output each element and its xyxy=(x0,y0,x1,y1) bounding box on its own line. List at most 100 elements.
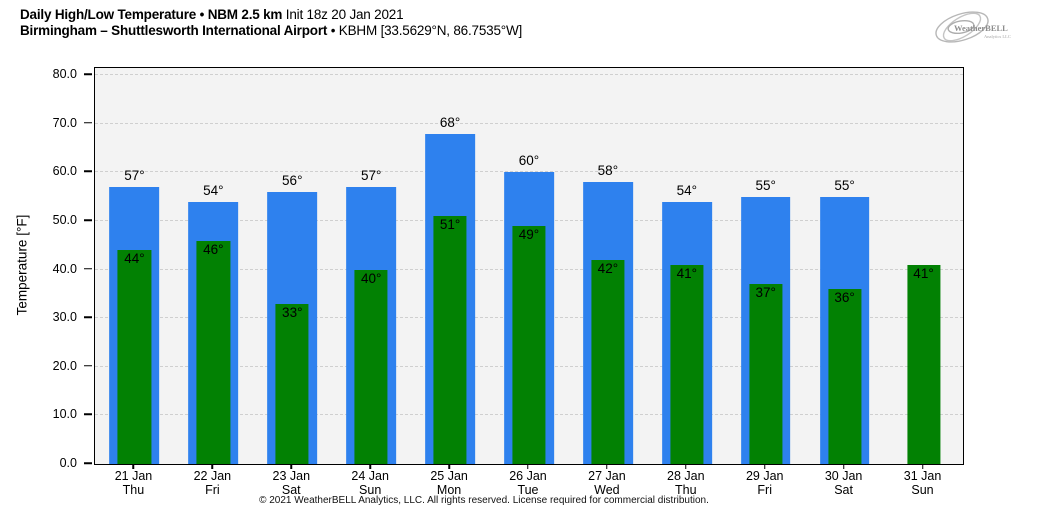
gridline xyxy=(95,74,963,76)
x-tick-weekday: Thu xyxy=(122,483,145,497)
day-column: 57° 40° xyxy=(332,68,411,464)
low-value-label: 49° xyxy=(518,226,540,242)
x-tick-mark xyxy=(763,463,766,469)
bar-low: 44° xyxy=(117,250,152,464)
low-value-label: 41° xyxy=(676,265,698,281)
y-tick-mark xyxy=(84,73,92,76)
x-tick-label: 29 Jan Fri xyxy=(725,463,804,497)
high-value-label: 56° xyxy=(282,172,303,188)
logo-swirl-icon xyxy=(935,11,989,43)
chart-subtitle-station: • KBHM [33.5629°N, 86.7535°W] xyxy=(330,23,523,38)
bar-low: 49° xyxy=(512,225,546,464)
x-tick-date: 25 Jan xyxy=(430,469,468,483)
x-tick-weekday: Fri xyxy=(205,483,220,497)
x-tick-weekday: Tue xyxy=(517,483,539,497)
low-value-label: 44° xyxy=(124,251,145,267)
day-column: 55° 36° xyxy=(805,68,884,464)
day-column: 55° 37° xyxy=(726,68,805,464)
bar-low: 40° xyxy=(354,269,388,464)
x-tick-mark xyxy=(685,463,687,469)
low-value-label: 40° xyxy=(360,270,382,286)
x-tick-label: 27 Jan Wed xyxy=(567,463,646,497)
low-value-label: 42° xyxy=(597,260,619,276)
chart-header: Daily High/Low Temperature • NBM 2.5 km … xyxy=(20,7,522,39)
x-tick-label: 22 Jan Fri xyxy=(173,463,252,497)
chart-subtitle: Birmingham – Shuttlesworth International… xyxy=(20,23,328,38)
bars-layer: 57° 44° 54° 46° 56° 33° 57° 40° 68° 51° 60° 49° 58° 4… xyxy=(95,68,963,464)
y-tick-label: 20.0 xyxy=(52,358,77,373)
x-tick-mark xyxy=(842,463,845,469)
y-tick-mark xyxy=(84,267,92,270)
x-tick-date: 24 Jan xyxy=(351,469,389,483)
chart-title-init-time: Init 18z 20 Jan 2021 xyxy=(285,7,404,22)
high-value-label: 54° xyxy=(203,182,224,198)
y-tick-mark xyxy=(84,316,92,318)
x-tick-mark xyxy=(211,463,214,469)
low-value-label: 37° xyxy=(755,285,776,301)
x-tick-mark xyxy=(290,463,293,469)
x-axis-labels: 21 Jan Thu 22 Jan Fri 23 Jan Sat 24 Jan Sun 25 J… xyxy=(94,463,962,497)
x-tick-weekday: Sun xyxy=(911,483,934,497)
y-tick-label: 80.0 xyxy=(52,67,77,82)
x-tick-weekday: Sat xyxy=(834,483,853,497)
day-column: 54° 41° xyxy=(647,68,726,464)
x-tick-date: 30 Jan xyxy=(824,469,863,483)
x-tick-mark xyxy=(606,463,608,469)
x-tick-weekday: Sat xyxy=(281,483,301,497)
high-value-label: 55° xyxy=(834,177,855,193)
y-tick-label: 40.0 xyxy=(52,261,77,276)
x-tick-weekday: Fri xyxy=(757,483,772,497)
low-value-label: 41° xyxy=(913,265,934,281)
y-tick-mark xyxy=(84,365,92,367)
day-column: 58° 42° xyxy=(568,68,647,464)
x-tick-date: 23 Jan xyxy=(272,469,311,483)
day-column: 57° 44° xyxy=(95,68,174,464)
bar-low: 37° xyxy=(749,284,783,464)
bar-low: 41° xyxy=(906,264,941,464)
day-column: 41° xyxy=(884,68,963,464)
y-tick-label: 10.0 xyxy=(52,407,77,422)
bar-low: 51° xyxy=(433,216,467,464)
y-tick-mark xyxy=(84,413,92,416)
y-tick-mark xyxy=(84,122,92,124)
low-value-label: 33° xyxy=(282,304,303,320)
logo-wordmark: WeatherBELL xyxy=(954,23,1008,33)
y-axis: 0.0 10.0 20.0 30.0 40.0 50.0 60.0 70.0 80.0 xyxy=(0,67,92,470)
y-tick-mark xyxy=(84,170,92,173)
x-tick-date: 26 Jan xyxy=(509,469,547,483)
chart-title: Daily High/Low Temperature • NBM 2.5 km xyxy=(20,7,283,22)
day-column: 56° 33° xyxy=(253,68,332,464)
chart-subtitle-line: Birmingham – Shuttlesworth International… xyxy=(20,23,522,39)
x-tick-date: 28 Jan xyxy=(667,469,705,483)
x-tick-label: 24 Jan Sun xyxy=(331,463,410,497)
bar-low: 36° xyxy=(828,289,862,464)
high-value-label: 68° xyxy=(439,114,461,130)
x-tick-mark xyxy=(921,463,924,469)
plot-area: 57° 44° 54° 46° 56° 33° 57° 40° 68° 51° 60° 49° 58° 4… xyxy=(94,67,964,465)
high-value-label: 55° xyxy=(755,177,776,193)
x-tick-weekday: Sun xyxy=(359,483,382,497)
high-value-label: 58° xyxy=(597,163,619,179)
x-tick-mark xyxy=(527,463,529,469)
x-tick-label: 30 Jan Sat xyxy=(804,463,883,497)
day-column: 60° 49° xyxy=(490,68,569,464)
day-column: 54° 46° xyxy=(174,68,253,464)
y-tick-mark xyxy=(84,462,92,464)
x-tick-weekday: Mon xyxy=(436,483,462,497)
y-tick-label: 70.0 xyxy=(52,115,77,130)
bar-low: 46° xyxy=(196,240,230,464)
high-value-label: 54° xyxy=(676,182,697,198)
y-tick-mark xyxy=(84,219,92,221)
day-column: 68° 51° xyxy=(411,68,490,464)
x-tick-label: 26 Jan Tue xyxy=(489,463,568,497)
weatherbell-logo: WeatherBELL Analytics LLC xyxy=(935,11,1011,43)
low-value-label: 46° xyxy=(203,241,224,257)
x-tick-weekday: Wed xyxy=(594,483,620,497)
x-tick-date: 29 Jan xyxy=(745,469,784,483)
x-tick-date: 21 Jan xyxy=(114,469,153,483)
copyright: © 2021 WeatherBELL Analytics, LLC. All r… xyxy=(259,495,709,506)
x-tick-date: 22 Jan xyxy=(193,469,232,483)
x-tick-label: 23 Jan Sat xyxy=(252,463,331,497)
x-tick-weekday: Thu xyxy=(675,483,697,497)
